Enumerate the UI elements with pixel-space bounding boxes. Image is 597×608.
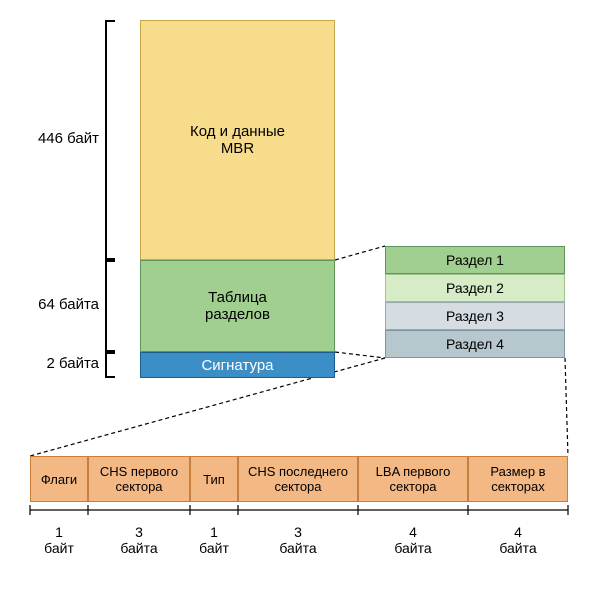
bracket-code — [105, 20, 115, 260]
partition-row-2: Раздел 2 — [385, 274, 565, 302]
bracket-table — [105, 260, 115, 352]
byte-label-2: 1 байт — [174, 524, 254, 556]
byte-label-4: 4 байта — [373, 524, 453, 556]
entry-field-1: CHS первого сектора — [88, 456, 190, 502]
bracket-sig — [105, 352, 115, 378]
entry-field-2: Тип — [190, 456, 238, 502]
byte-label-5: 4 байта — [478, 524, 558, 556]
partition-row-1: Раздел 1 — [385, 246, 565, 274]
entry-field-4: LBA первого сектора — [358, 456, 468, 502]
byte-label-1: 3 байта — [99, 524, 179, 556]
partition-row-3: Раздел 3 — [385, 302, 565, 330]
entry-field-0: Флаги — [30, 456, 88, 502]
entry-field-3: CHS последнего сектора — [238, 456, 358, 502]
byte-label-3: 3 байта — [258, 524, 338, 556]
entry-field-5: Размер в секторах — [468, 456, 568, 502]
mbr-seg-table: Таблица разделов — [140, 260, 335, 352]
size-label-sig: 2 байта — [9, 355, 99, 372]
mbr-seg-sig: Сигнатура — [140, 352, 335, 378]
partition-row-4: Раздел 4 — [385, 330, 565, 358]
size-label-code: 446 байт — [9, 130, 99, 147]
mbr-seg-code: Код и данные MBR — [140, 20, 335, 260]
size-label-table: 64 байта — [9, 296, 99, 313]
byte-label-0: 1 байт — [19, 524, 99, 556]
